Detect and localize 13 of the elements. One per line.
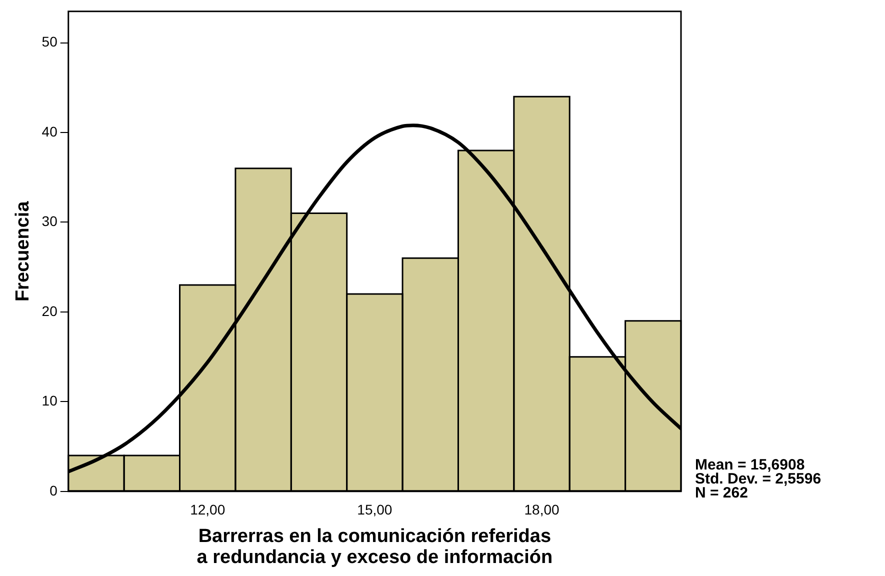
y-axis-title: Frecuencia	[12, 200, 34, 302]
text: N = 262	[695, 484, 748, 502]
y-tick-label: 50	[42, 34, 58, 50]
y-tick-label: 40	[42, 123, 58, 140]
x-tick-label: 18,00	[524, 502, 560, 518]
x-tick-label: 12,00	[190, 502, 226, 518]
y-tick-label: 20	[42, 302, 58, 319]
text: Mean = 15,6908	[695, 456, 805, 474]
x-tick-label: 15,00	[357, 502, 392, 518]
y-tick-label: 30	[42, 213, 58, 230]
y-tick-label: 10	[42, 392, 58, 409]
x-axis-title: Barrerras en la comunicación referidas a redundancia y exceso de información	[196, 526, 553, 568]
y-tick-label: 0	[50, 482, 58, 498]
